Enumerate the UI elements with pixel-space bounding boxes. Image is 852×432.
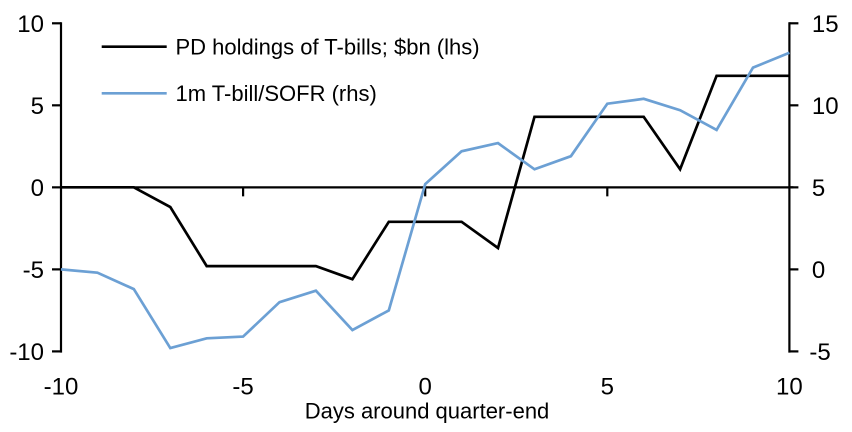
- left-axis-tick-label: 0: [31, 175, 44, 202]
- legend: PD holdings of T-bills; $bn (lhs) 1m T-bi…: [101, 35, 480, 106]
- left-axis-tick-label: -10: [9, 339, 44, 366]
- right-axis-tick-label: 10: [812, 93, 839, 120]
- x-axis-tick-label: -10: [44, 374, 79, 401]
- right-axis-tick-label: -5: [809, 339, 830, 366]
- series-line-0: [61, 74, 790, 281]
- right-axis-tick-label: 5: [812, 175, 825, 202]
- legend-label: 1m T-bill/SOFR (rhs): [176, 81, 377, 106]
- right-axis-tick-label: 15: [812, 11, 839, 38]
- x-axis-tick-label: 5: [601, 374, 614, 401]
- axis-tick-labels: 10 5 0 -5 -10 15 10 5 0 -5 -10 -5 0 5 10: [9, 11, 838, 401]
- x-axis-tick-label: -5: [232, 374, 253, 401]
- series-line-1: [60, 51, 790, 350]
- x-axis-tick-label: 0: [419, 374, 432, 401]
- left-axis-tick-label: 5: [31, 93, 44, 120]
- x-axis-title: Days around quarter-end: [305, 399, 550, 424]
- left-axis-tick-label: 10: [17, 11, 44, 38]
- series-lines: [60, 51, 790, 350]
- axes: [52, 22, 799, 353]
- right-axis-tick-label: 0: [812, 257, 825, 284]
- x-axis-tick-label: 10: [776, 374, 803, 401]
- legend-label: PD holdings of T-bills; $bn (lhs): [176, 35, 480, 60]
- left-axis-tick-label: -5: [23, 257, 44, 284]
